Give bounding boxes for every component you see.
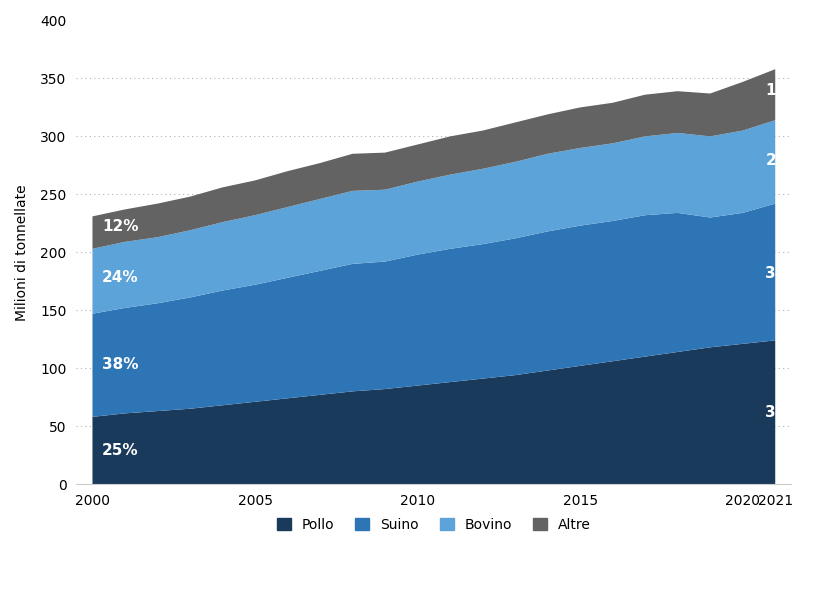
Text: 34%: 34%: [765, 404, 801, 420]
Text: 12%: 12%: [102, 219, 138, 234]
Legend: Pollo, Suino, Bovino, Altre: Pollo, Suino, Bovino, Altre: [271, 512, 595, 537]
Text: 24%: 24%: [102, 270, 138, 285]
Text: 25%: 25%: [102, 443, 138, 458]
Text: 34%: 34%: [765, 266, 801, 280]
Text: 38%: 38%: [102, 357, 138, 372]
Text: 20%: 20%: [765, 153, 801, 168]
Text: 12%: 12%: [765, 82, 801, 97]
Y-axis label: Milioni di tonnellate: Milioni di tonnellate: [15, 184, 29, 321]
